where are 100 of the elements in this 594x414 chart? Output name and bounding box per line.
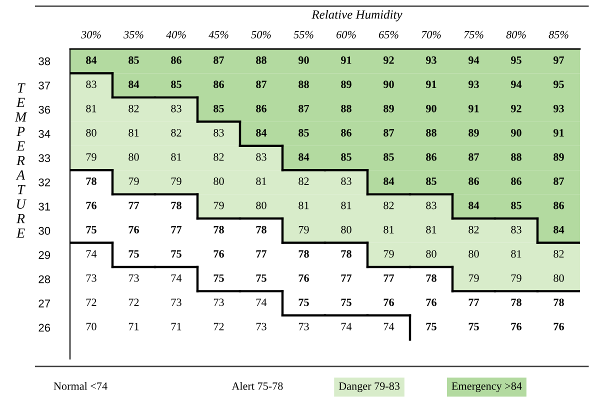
data-label: 94 (468, 56, 480, 64)
data-label: 83 (86, 80, 96, 88)
data-label: 76 (554, 322, 564, 330)
data-label: 79 (86, 153, 96, 161)
data-label: 81 (298, 202, 309, 210)
data-label: 81 (171, 153, 182, 161)
x-tick-label: 85% (548, 30, 568, 38)
data-label: 86 (341, 129, 352, 137)
data-label: 79 (298, 226, 309, 234)
data-label: 91 (341, 56, 352, 64)
data-label: 81 (128, 129, 139, 137)
data-label: 71 (128, 322, 139, 330)
x-tick-label: 70% (422, 30, 441, 38)
data-label: 78 (554, 298, 564, 306)
data-label: 84 (468, 202, 480, 210)
y-tick-label: 36 (38, 106, 50, 114)
data-label: 73 (86, 274, 96, 282)
data-label: 77 (384, 274, 394, 282)
data-label: 78 (511, 298, 522, 306)
data-label: 82 (214, 153, 224, 161)
data-label: 81 (341, 202, 352, 210)
data-label: 85 (426, 177, 436, 185)
data-label: 83 (511, 226, 522, 234)
text: Alert 75-78 (232, 382, 283, 390)
data-label: 85 (171, 80, 182, 88)
data-label: 86 (426, 153, 436, 161)
data-label: 71 (171, 322, 182, 330)
data-label: 79 (214, 202, 224, 210)
x-tick-label: 40% (166, 30, 186, 38)
y-tick-label: 27 (38, 300, 50, 308)
data-label: 87 (468, 153, 480, 161)
data-label: 80 (341, 226, 352, 234)
text: TEMPERATURE (14, 83, 28, 238)
data-label: 82 (468, 226, 479, 234)
data-label: 91 (426, 80, 436, 88)
data-label: 77 (171, 226, 182, 234)
data-label: 80 (468, 250, 479, 258)
data-label: 74 (384, 322, 394, 330)
data-label: 90 (298, 56, 309, 64)
data-label: 89 (468, 129, 479, 137)
data-label: 77 (341, 274, 352, 282)
data-label: 81 (256, 177, 266, 185)
data-label: 72 (86, 298, 96, 306)
x-tick-label: 50% (251, 30, 271, 38)
data-label: 74 (86, 250, 97, 258)
y-tick-label: 37 (38, 82, 50, 90)
x-tick-label: 65% (379, 30, 398, 38)
data-label: 86 (554, 202, 564, 210)
data-label: 78 (214, 226, 224, 234)
data-label: 89 (554, 153, 564, 161)
data-label: 83 (341, 177, 352, 185)
data-label: 88 (256, 56, 266, 64)
data-label: 76 (298, 274, 309, 282)
data-label: 72 (214, 322, 224, 330)
x-tick-label: 55% (294, 30, 314, 38)
data-label: 93 (426, 56, 436, 64)
data-label: 81 (86, 104, 96, 112)
data-label: 76 (86, 202, 96, 210)
data-label: 78 (256, 226, 266, 234)
data-label: 88 (511, 153, 522, 161)
data-label: 85 (511, 202, 522, 210)
data-label: 86 (511, 177, 522, 185)
data-label: 84 (256, 129, 267, 137)
text: Normal <74 (54, 382, 108, 390)
data-label: 78 (341, 250, 352, 258)
data-label: 90 (384, 80, 394, 88)
data-label: 74 (256, 298, 267, 306)
data-label: 78 (171, 202, 182, 210)
data-label: 92 (384, 56, 394, 64)
data-label: 83 (256, 153, 266, 161)
data-label: 73 (298, 322, 309, 330)
data-label: 82 (554, 250, 564, 258)
x-tick-label: 60% (336, 30, 356, 38)
data-label: 85 (341, 153, 352, 161)
y-tick-label: 30 (38, 226, 50, 235)
data-label: 82 (298, 177, 309, 185)
data-label: 87 (554, 177, 564, 185)
data-label: 76 (128, 226, 139, 234)
y-tick-label: 28 (38, 275, 50, 284)
y-tick-label: 31 (38, 202, 50, 211)
y-tick-label: 33 (38, 154, 50, 162)
data-label: 80 (426, 250, 436, 258)
data-label: 87 (214, 56, 224, 64)
data-label: 84 (86, 56, 97, 64)
y-tick-label: 26 (38, 324, 50, 332)
data-label: 92 (511, 104, 522, 112)
data-label: 84 (384, 177, 394, 185)
data-label: 97 (554, 56, 564, 64)
data-label: 89 (384, 104, 394, 112)
data-label: 87 (384, 129, 394, 137)
data-label: 82 (128, 104, 139, 112)
data-label: 79 (384, 250, 394, 258)
data-label: 85 (298, 129, 309, 137)
data-label: 75 (341, 298, 352, 306)
x-tick-label: 30% (81, 30, 101, 38)
data-label: 93 (468, 80, 479, 88)
chart-title: Relative Humidity (312, 10, 402, 22)
y-tick-label: 34 (38, 130, 50, 138)
data-label: 79 (171, 178, 182, 185)
data-label: 79 (511, 274, 522, 282)
